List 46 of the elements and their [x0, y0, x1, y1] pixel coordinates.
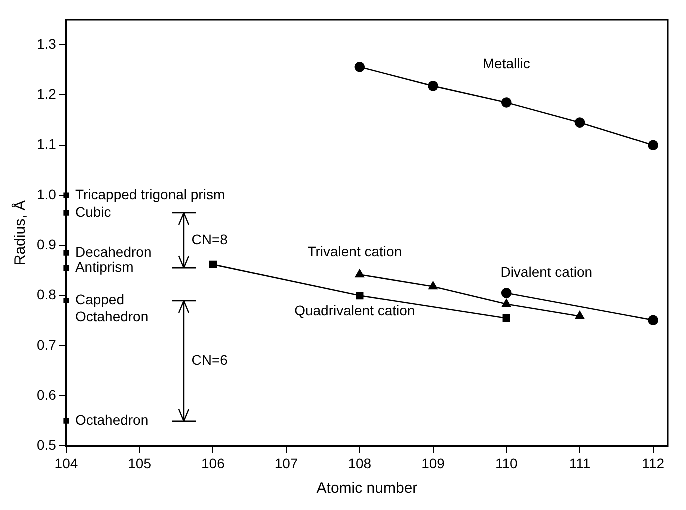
point — [648, 315, 658, 326]
x-tick-label: 105 — [128, 455, 152, 472]
x-tick-label: 106 — [202, 455, 226, 472]
y-tick-label: 0.9 — [36, 236, 57, 252]
point — [428, 81, 438, 92]
y-tick-label: 1.1 — [36, 136, 57, 152]
series-label: Divalent cation — [500, 264, 593, 280]
y-tick-label: 1.3 — [36, 36, 57, 52]
series-label: Trivalent cation — [308, 244, 402, 260]
y-axis-title: Radius, Å — [11, 200, 30, 266]
y-tick-label: 0.5 — [36, 437, 57, 454]
data-label: Antiprism — [75, 259, 134, 276]
x-axis-title: Atomic number — [316, 480, 418, 498]
data-label: Octahedron — [75, 412, 149, 428]
x-tick-label: 112 — [642, 455, 665, 472]
series-label: Metallic — [482, 56, 530, 72]
point — [428, 282, 438, 290]
y-tick-label: 0.8 — [36, 286, 57, 303]
point — [355, 270, 364, 278]
x-tick-label: 108 — [348, 455, 372, 472]
x-tick-label: 107 — [274, 455, 298, 472]
point — [502, 299, 512, 308]
x-tick-label: 111 — [569, 455, 591, 472]
data-label: Tricapped trigonal prism — [75, 186, 226, 202]
series-label: Quadrivalent cation — [294, 302, 416, 319]
y-tick-label: 1.2 — [36, 86, 57, 102]
point — [648, 140, 658, 151]
y-tick-label: 1.0 — [36, 186, 57, 202]
x-tick-label: 110 — [495, 455, 518, 472]
data-label: Cubic — [75, 204, 112, 220]
annotation: CN=8 — [192, 231, 228, 248]
y-tick-label: 0.6 — [36, 386, 57, 403]
x-tick-label: 104 — [54, 455, 78, 472]
point — [209, 260, 218, 269]
point — [574, 118, 586, 128]
y-tick-label: 0.7 — [36, 336, 57, 353]
data-label: Decahedron — [75, 244, 152, 260]
point — [575, 311, 585, 320]
x-tick-label: 109 — [422, 455, 446, 472]
annotation: CN=6 — [192, 352, 228, 368]
point — [354, 62, 366, 72]
point — [501, 98, 512, 108]
point — [502, 314, 510, 322]
point — [501, 288, 512, 298]
point — [356, 292, 364, 300]
data-label: Capped Octahedron — [75, 292, 149, 325]
